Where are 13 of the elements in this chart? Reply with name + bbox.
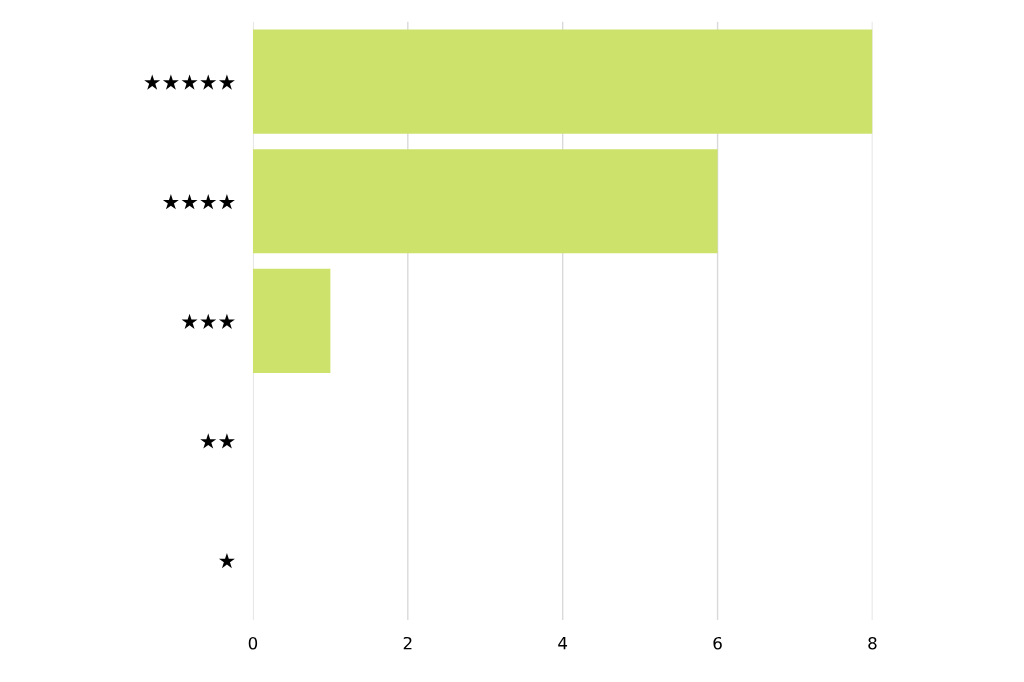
x-tick-label: 0 [248, 636, 258, 650]
y-tick-label: ★★★★★ [144, 74, 235, 90]
y-tick-label: ★★ [200, 433, 235, 449]
bar [252, 149, 718, 254]
y-tick-label: ★★★★ [162, 194, 235, 210]
x-tick-label: 8 [868, 636, 877, 650]
bar [252, 29, 873, 134]
y-tick-label: ★ [218, 552, 235, 569]
x-tick-label: 4 [558, 637, 568, 650]
y-tick-label: ★★★ [181, 313, 235, 329]
x-tick-label: 6 [713, 636, 722, 650]
bar [252, 268, 331, 373]
x-tick-label: 2 [403, 636, 412, 650]
